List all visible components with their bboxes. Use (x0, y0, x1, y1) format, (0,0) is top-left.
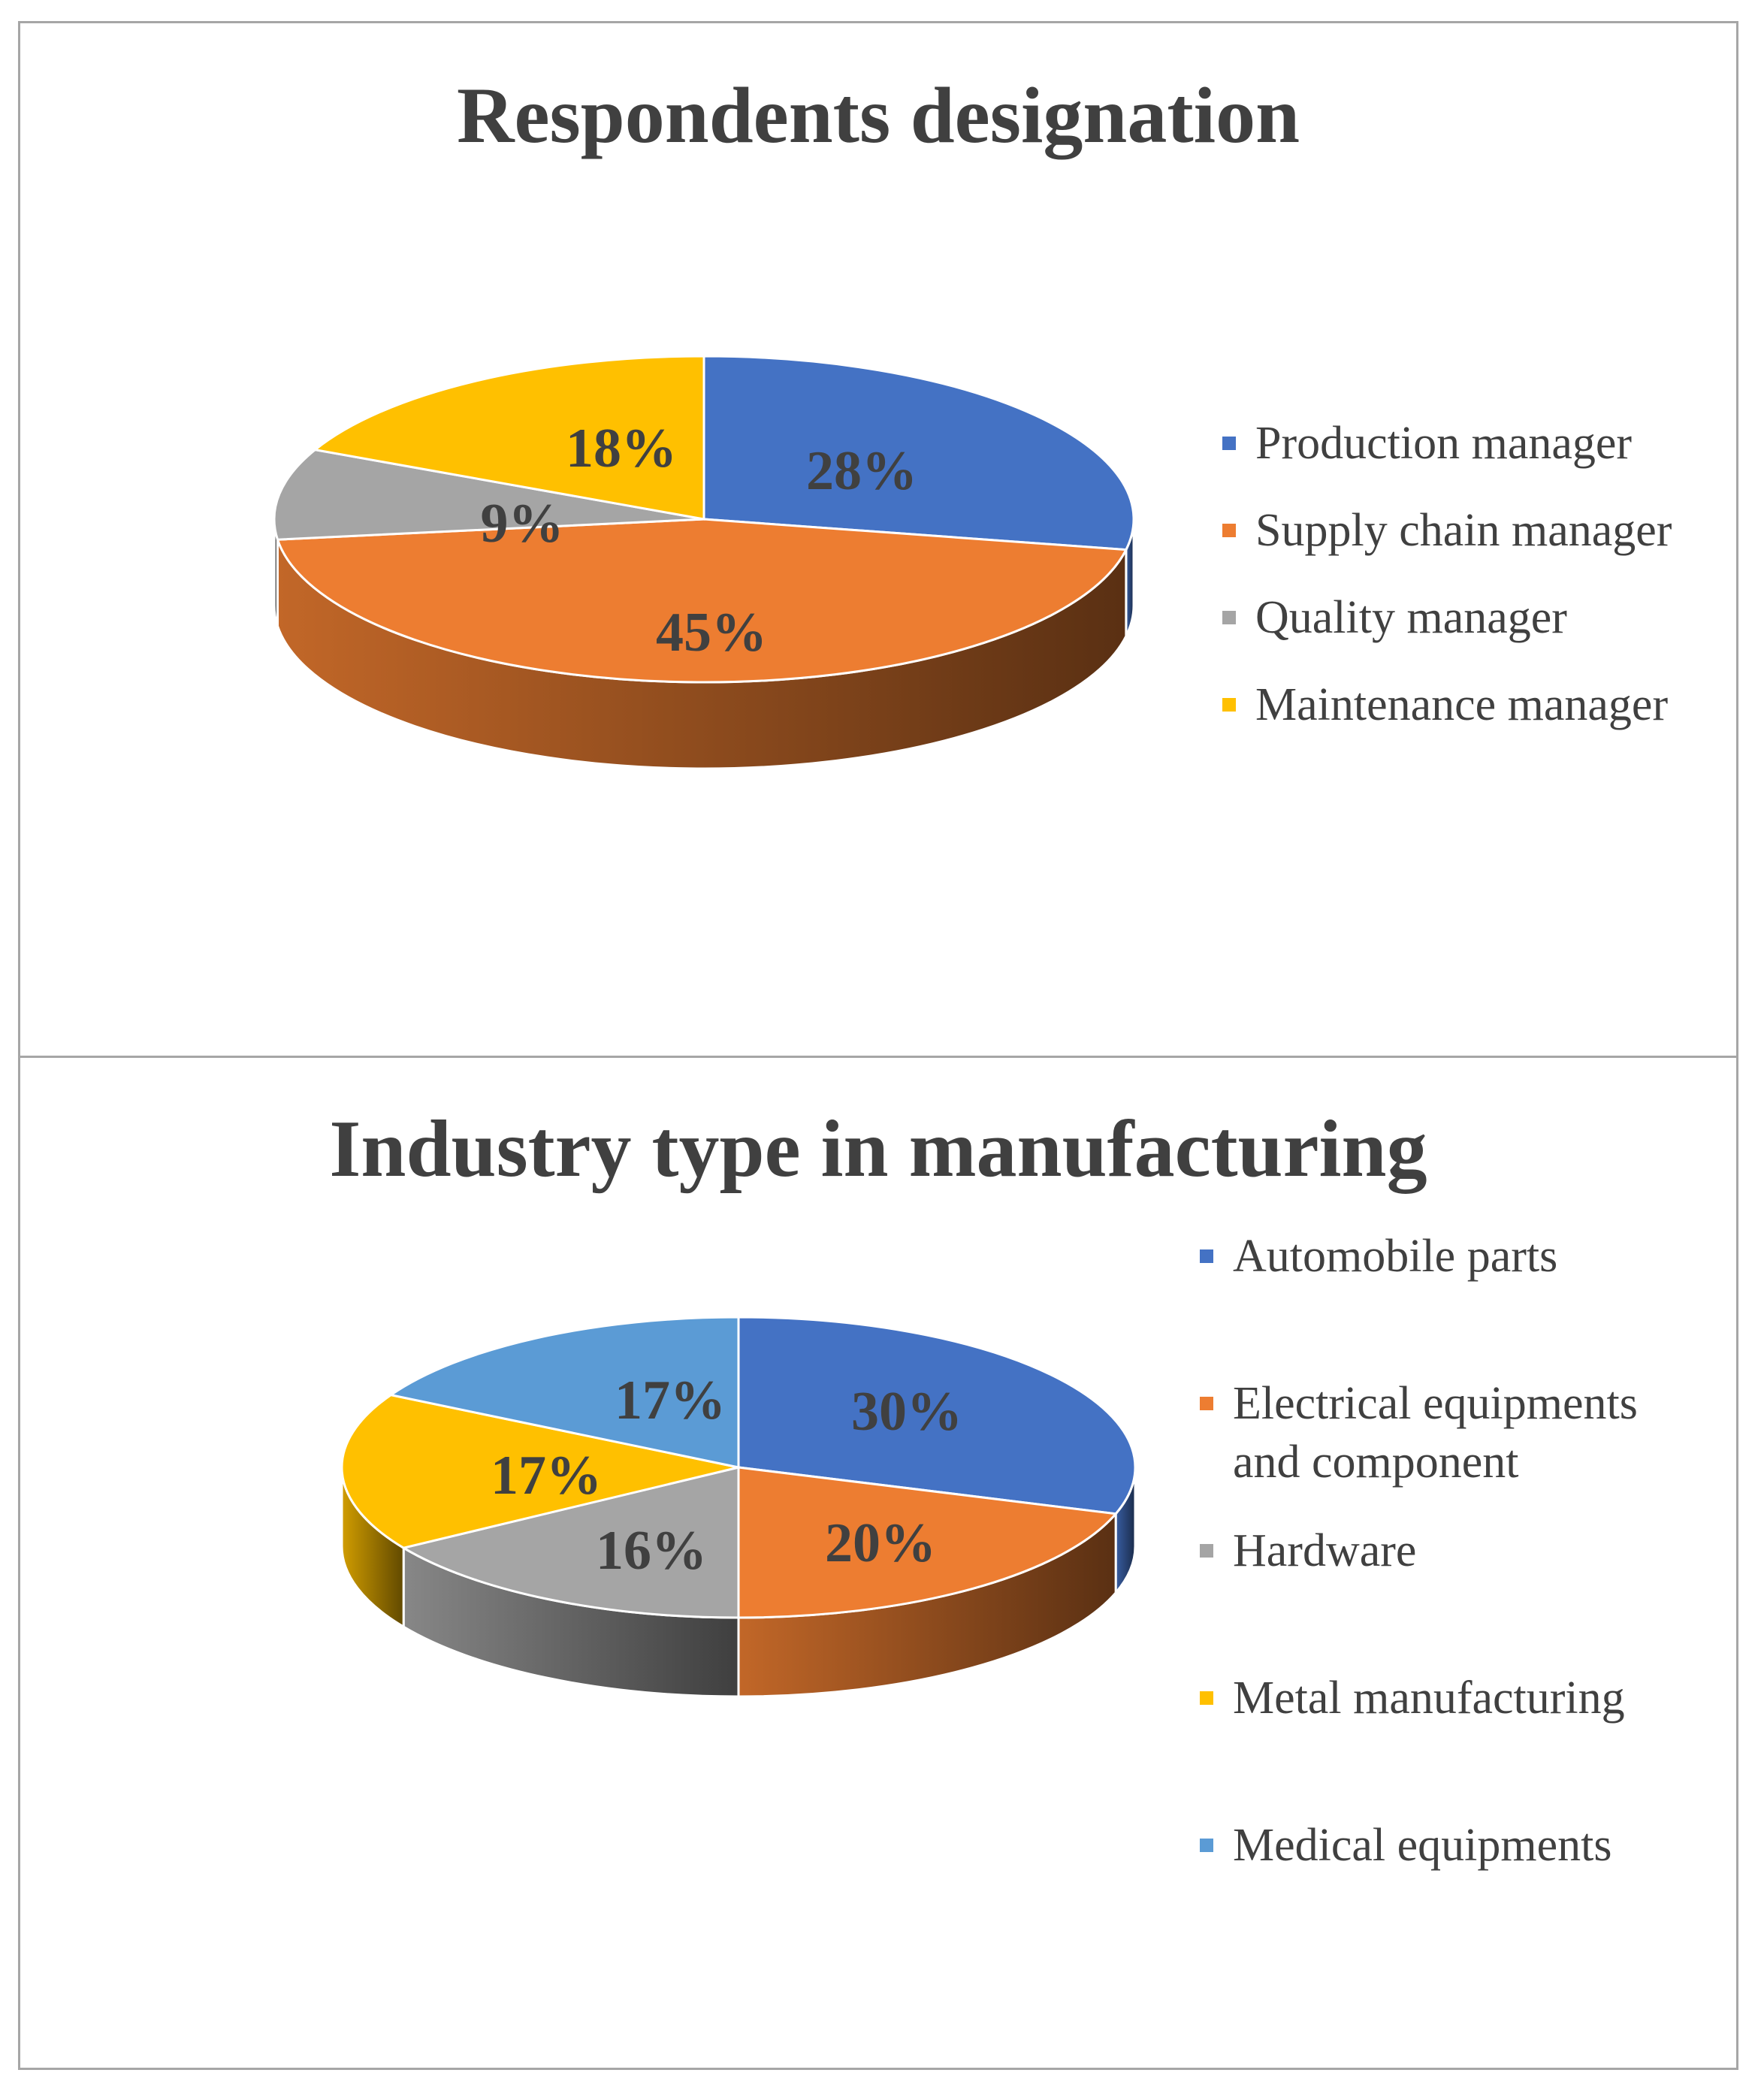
legend-label: Automobile parts (1233, 1227, 1557, 1286)
legend-swatch (1222, 524, 1236, 537)
pie-slice (400, 1466, 740, 1619)
legend-label: Production manager (1255, 414, 1632, 473)
legend-label-line: Quality manager (1255, 592, 1567, 643)
legend-label: Electrical equipments and component (1233, 1374, 1638, 1491)
legend-swatch (1200, 1397, 1213, 1410)
legend-swatch (1200, 1544, 1213, 1558)
pie-data-label: 9% (481, 493, 564, 554)
legend-swatch (1200, 1691, 1213, 1705)
pie-slice (276, 518, 1128, 684)
pie-slice (702, 355, 1135, 551)
pie-slice (340, 1394, 739, 1549)
pie-chart: 28% 45% 9%18% (273, 355, 1135, 770)
legend-label: Quality manager (1255, 588, 1567, 647)
pie-data-label: 20% (825, 1512, 936, 1574)
legend-label-line: Electrical equipments (1233, 1378, 1638, 1429)
legend-swatch (1200, 1249, 1213, 1263)
pie-slice (388, 1316, 740, 1469)
chart-panel-industry: Industry type in manufacturing 30% 20% 16%… (18, 1056, 1738, 2070)
pie-slice (273, 449, 705, 541)
legend-label-line: Maintenance manager (1255, 679, 1669, 730)
pie-data-label: 17% (491, 1445, 602, 1506)
legend-label-line: Metal manufacturing (1233, 1672, 1625, 1724)
legend-swatch (1222, 611, 1236, 624)
pie-data-label: 28% (806, 440, 917, 502)
pie-slice (312, 355, 705, 521)
legend-swatch (1222, 437, 1236, 450)
legend-label-line: and component (1233, 1437, 1519, 1488)
chart-panel-respondents: Respondents designation 28% 45% 9% 18% Prod… (18, 21, 1738, 1058)
pie-data-label: 18% (566, 418, 677, 479)
legend-label-line: Medical equipments (1233, 1820, 1612, 1871)
pie-data-label: 30% (851, 1381, 962, 1443)
chart-title: Respondents designation (456, 71, 1300, 159)
legend-label-line: Supply chain manager (1255, 505, 1672, 556)
pie-data-label: 17% (615, 1370, 726, 1431)
legend-label: Metal manufacturing (1233, 1669, 1625, 1727)
legend-swatch (1222, 698, 1236, 712)
legend-swatch (1200, 1839, 1213, 1852)
pie-data-label: 16% (596, 1520, 707, 1582)
legend-label-line: Hardware (1233, 1525, 1417, 1576)
pie-data-label: 45% (656, 602, 767, 663)
legend-label: Medical equipments (1233, 1816, 1611, 1875)
pie-slice (737, 1466, 1119, 1619)
pie-slice (737, 1316, 1137, 1515)
pie-sides (340, 1467, 1137, 1698)
legend-label: Hardware (1233, 1521, 1416, 1580)
legend-label-line: Production manager (1255, 418, 1633, 469)
pie-chart: 30% 20% 16% 17%17% (340, 1316, 1137, 1698)
chart-title: Industry type in manufacturing (329, 1104, 1427, 1194)
legend-label: Maintenance manager (1255, 675, 1668, 734)
legend-label-line: Automobile parts (1233, 1231, 1558, 1282)
legend-label: Supply chain manager (1255, 501, 1672, 560)
